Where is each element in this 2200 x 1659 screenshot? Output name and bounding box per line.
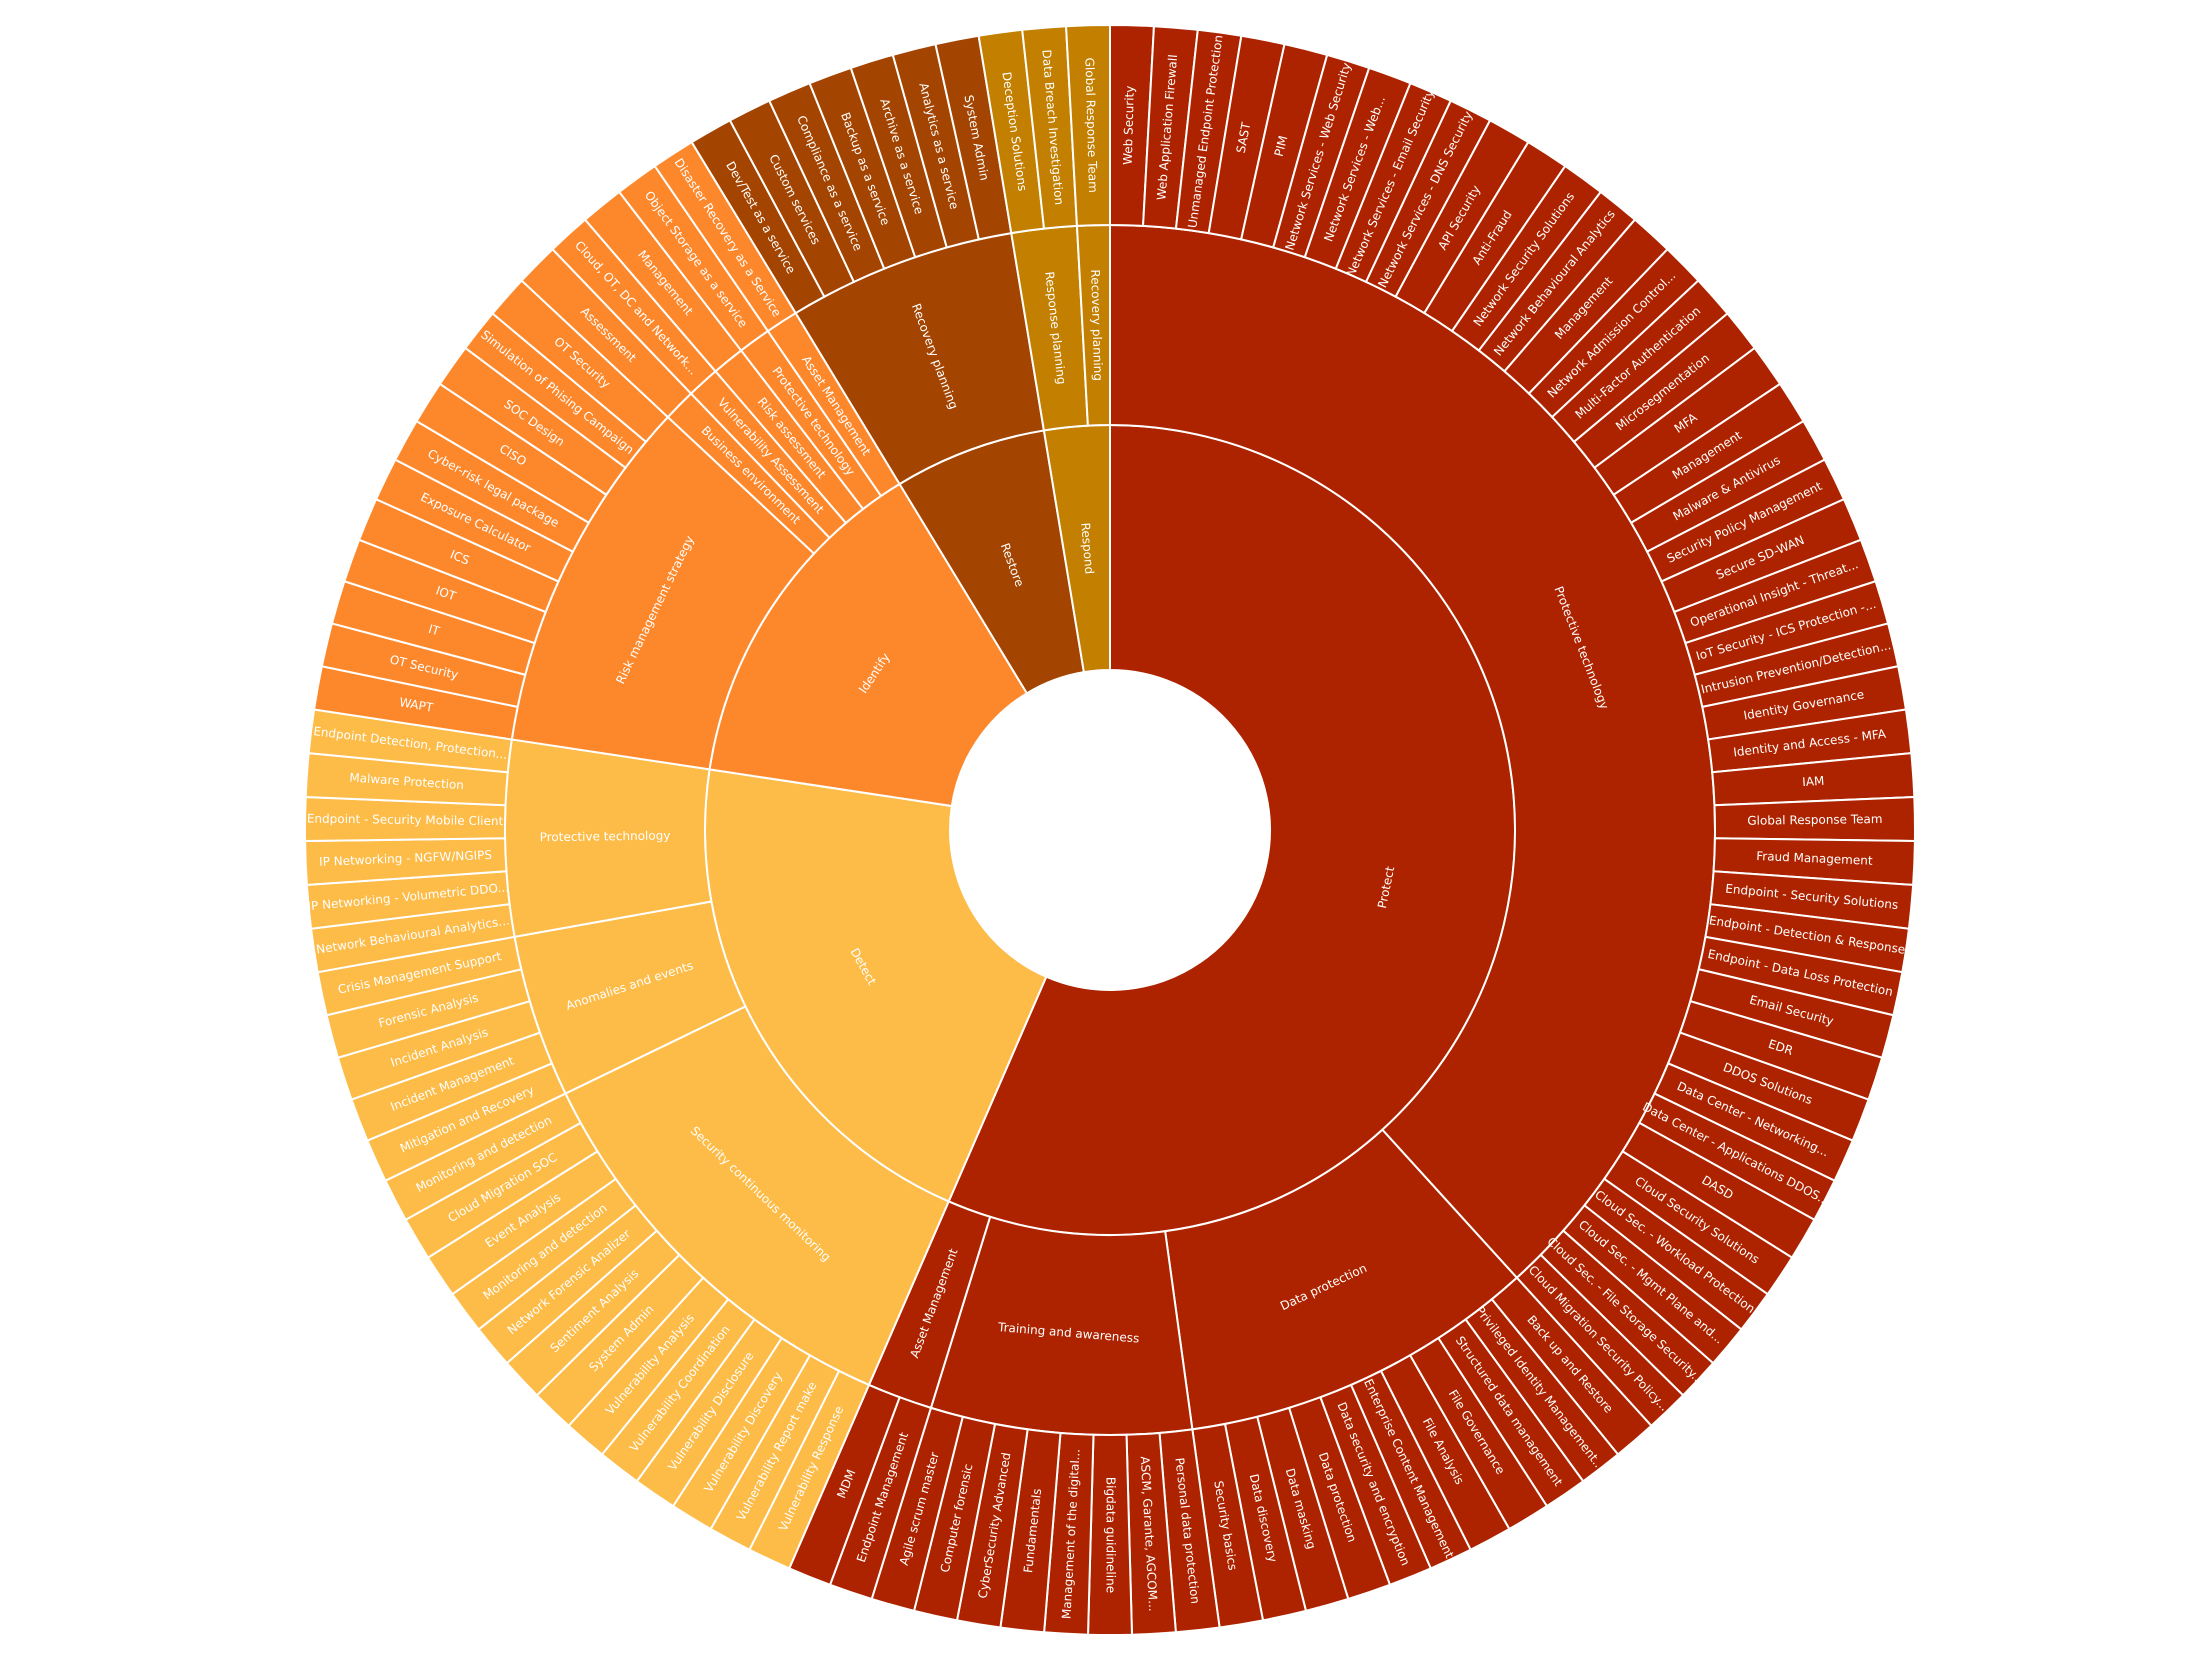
leaf-label: IOT (434, 583, 458, 603)
leaf-label: Endpoint - Security Mobile Client (307, 812, 504, 829)
leaf-label: Web Security (1121, 85, 1137, 165)
leaf-label: SAST (1234, 121, 1254, 155)
ring-leaves: Web Security Web Application Firewall Unma… (304, 23, 1916, 1637)
leaf-label: PIM (1272, 134, 1291, 158)
leaf-label: Fraud Management (1756, 849, 1873, 868)
leaf-label: Bigdata guidineline (1104, 1477, 1118, 1593)
leaf-label: IAM (1802, 774, 1825, 789)
leaf-label: ICS (448, 547, 471, 567)
leaf-label: IT (427, 622, 442, 639)
category-label: Respond (1078, 522, 1096, 575)
leaf-label: WAPT (398, 695, 435, 715)
subcategory-label: Recovery planning (1088, 269, 1105, 381)
subcategory-label: Protective technology (540, 829, 671, 845)
leaf-label: Global Response Team (1082, 57, 1100, 193)
leaf-segment[interactable] (1064, 23, 1111, 227)
leaf-label: Global Response Team (1747, 812, 1882, 828)
